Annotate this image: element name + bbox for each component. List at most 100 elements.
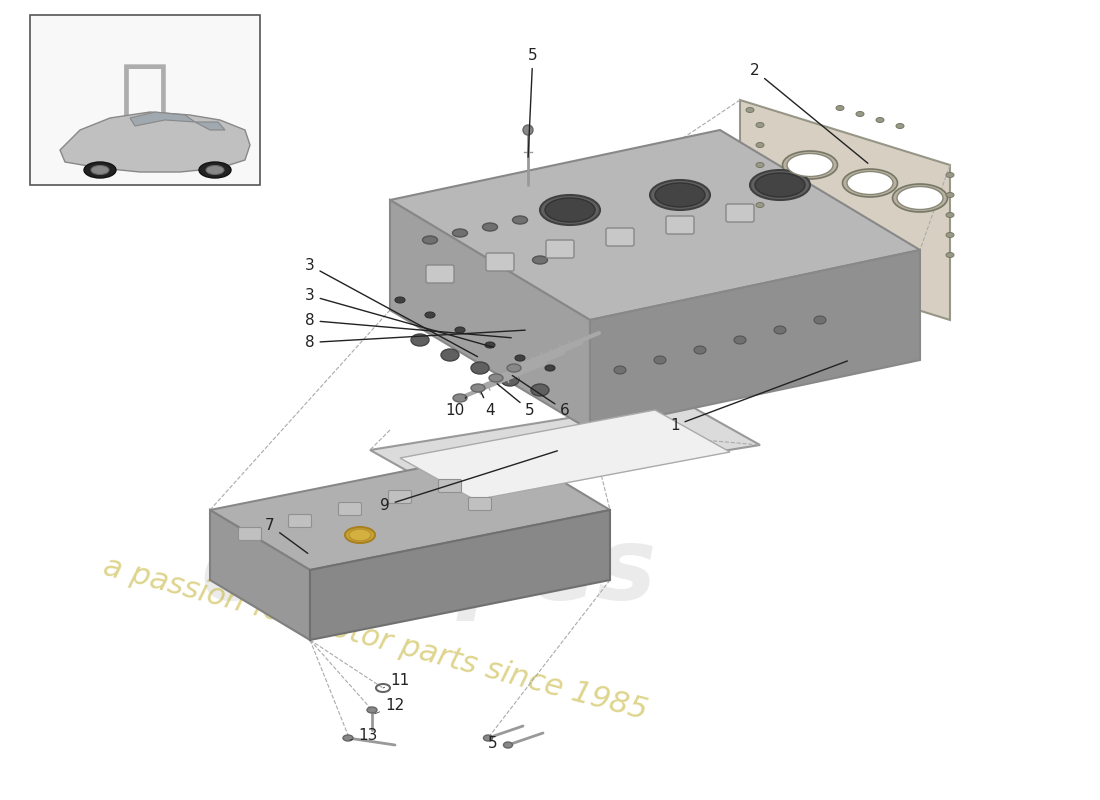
FancyBboxPatch shape [666,216,694,234]
Text: 9: 9 [379,451,558,513]
Ellipse shape [786,154,833,177]
Ellipse shape [544,365,556,371]
Ellipse shape [507,364,521,372]
FancyBboxPatch shape [546,240,574,258]
Text: 3: 3 [305,288,493,347]
FancyBboxPatch shape [726,204,754,222]
Text: 3: 3 [305,258,477,357]
Ellipse shape [746,107,754,113]
Text: europes: europes [200,524,657,621]
Polygon shape [130,112,195,126]
Ellipse shape [756,122,764,127]
Ellipse shape [946,173,954,178]
Ellipse shape [946,213,954,218]
Ellipse shape [513,216,528,224]
Ellipse shape [199,162,231,178]
Ellipse shape [856,111,864,117]
Polygon shape [210,450,610,570]
Polygon shape [195,122,226,130]
Ellipse shape [896,186,943,210]
FancyBboxPatch shape [288,514,311,527]
Text: 5: 5 [528,48,538,158]
Ellipse shape [471,384,485,392]
Ellipse shape [343,735,353,741]
Polygon shape [390,130,920,320]
Polygon shape [590,250,920,430]
Ellipse shape [395,297,405,303]
Ellipse shape [654,356,666,364]
Ellipse shape [522,125,534,135]
Text: 8: 8 [305,313,512,338]
Ellipse shape [756,182,764,187]
Text: 8: 8 [305,330,525,350]
Text: 5: 5 [497,384,535,418]
FancyBboxPatch shape [239,527,262,541]
FancyBboxPatch shape [339,502,362,515]
FancyBboxPatch shape [388,490,411,503]
Ellipse shape [836,106,844,110]
Ellipse shape [484,735,493,741]
Ellipse shape [453,394,468,402]
Polygon shape [370,400,760,495]
Text: a passion for motor parts since 1985: a passion for motor parts since 1985 [100,553,650,726]
Ellipse shape [455,327,465,333]
Ellipse shape [532,256,548,264]
Ellipse shape [614,366,626,374]
Ellipse shape [756,162,764,167]
Polygon shape [740,100,950,320]
Ellipse shape [531,384,549,396]
Ellipse shape [756,142,764,147]
Ellipse shape [946,253,954,258]
Ellipse shape [896,123,904,129]
Text: 2: 2 [750,63,868,163]
Ellipse shape [843,169,898,197]
FancyBboxPatch shape [469,498,492,510]
Text: 13: 13 [350,728,377,743]
Ellipse shape [91,166,109,174]
Polygon shape [210,510,310,640]
Bar [30,15,260,185]
FancyBboxPatch shape [439,479,462,493]
Ellipse shape [946,193,954,198]
Ellipse shape [345,527,375,543]
Ellipse shape [782,151,837,179]
Ellipse shape [544,198,595,222]
Ellipse shape [946,233,954,238]
Text: 11: 11 [383,673,409,688]
Ellipse shape [411,334,429,346]
Polygon shape [390,200,590,430]
Polygon shape [310,510,610,640]
Ellipse shape [490,374,503,382]
Ellipse shape [349,529,371,541]
Ellipse shape [540,195,600,225]
Ellipse shape [367,707,377,713]
Ellipse shape [500,374,519,386]
Ellipse shape [504,742,513,748]
Ellipse shape [750,170,810,200]
FancyBboxPatch shape [486,253,514,271]
Ellipse shape [471,362,490,374]
Text: 🚗: 🚗 [120,59,170,141]
Ellipse shape [650,180,710,210]
Ellipse shape [483,223,497,231]
Text: 12: 12 [375,698,405,714]
Text: 10: 10 [446,397,466,418]
Ellipse shape [654,183,705,207]
Polygon shape [60,112,250,172]
Text: 6: 6 [513,375,570,418]
Ellipse shape [84,162,116,178]
Ellipse shape [441,349,459,361]
Ellipse shape [756,202,764,207]
Ellipse shape [206,166,224,174]
FancyBboxPatch shape [426,265,454,283]
FancyBboxPatch shape [606,228,634,246]
Ellipse shape [774,326,786,334]
Text: 7: 7 [265,518,308,554]
Ellipse shape [694,346,706,354]
Text: 5: 5 [488,736,497,751]
Ellipse shape [876,118,884,122]
Ellipse shape [485,342,495,348]
Ellipse shape [892,184,947,212]
Ellipse shape [734,336,746,344]
Ellipse shape [814,316,826,324]
